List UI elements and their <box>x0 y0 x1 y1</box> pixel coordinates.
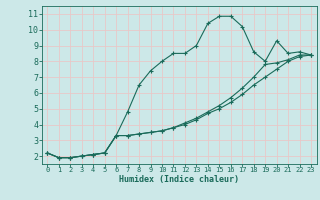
X-axis label: Humidex (Indice chaleur): Humidex (Indice chaleur) <box>119 175 239 184</box>
